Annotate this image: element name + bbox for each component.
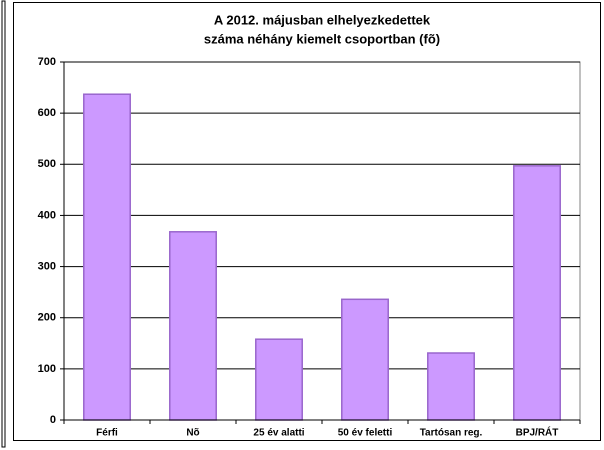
x-tick-label: BPJ/RÁT [516, 426, 559, 439]
x-tick-label: 50 év feletti [338, 428, 393, 439]
bar [513, 165, 561, 421]
x-tick-label: Férfi [96, 428, 118, 439]
x-tick-label: 25 év alatti [253, 428, 304, 439]
bar [427, 352, 475, 421]
y-tick-label: 300 [38, 260, 56, 272]
x-tick-label: Tartósan reg. [420, 428, 483, 439]
plot-area [63, 61, 581, 421]
chart-title: száma néhány kiemelt csoportban (fõ) [204, 31, 440, 46]
y-tick-label: 500 [38, 158, 56, 170]
x-tick-label: Nõ [186, 428, 199, 439]
y-tick-label: 400 [38, 209, 56, 221]
frame-edge [1, 0, 6, 448]
y-tick-label: 700 [38, 56, 56, 68]
bar [255, 338, 303, 421]
bar [169, 231, 217, 421]
y-tick-label: 100 [38, 363, 56, 375]
chart-title: A 2012. májusban elhelyezkedettek [214, 12, 431, 27]
y-tick-label: 0 [50, 414, 56, 426]
y-tick-label: 200 [38, 312, 56, 324]
bar [83, 93, 131, 421]
y-tick-label: 600 [38, 107, 56, 119]
bar [341, 298, 389, 421]
